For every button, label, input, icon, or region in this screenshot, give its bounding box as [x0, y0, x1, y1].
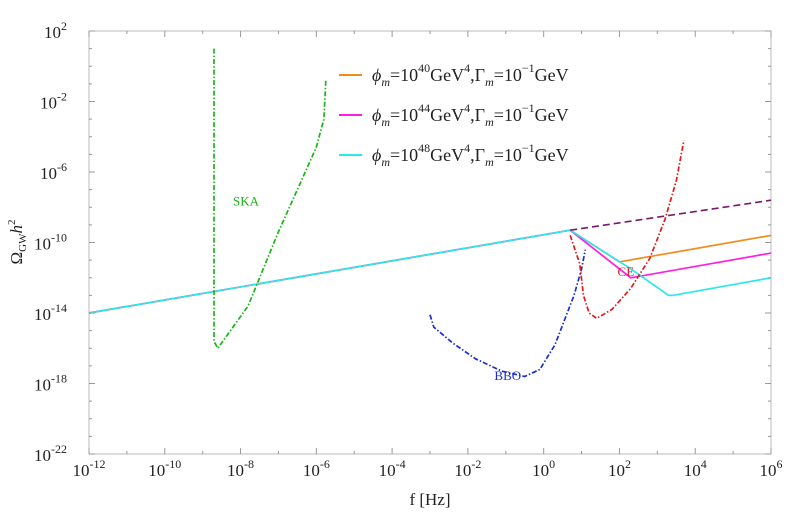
y-axis-title-h: h [7, 225, 26, 234]
x-tick-label: 10-8 [227, 457, 254, 480]
x-tick-label: 10-6 [303, 457, 330, 480]
y-axis-title-omega: Ω [7, 252, 26, 265]
annotation-ce: CE [618, 264, 635, 279]
x-axis-title: f [Hz] [409, 490, 450, 509]
y-tick-label: 10-6 [40, 160, 67, 183]
legend-label-1: ϕm=1044GeV4,Γm=10−1GeV [372, 101, 569, 129]
y-tick-label: 10-2 [40, 90, 67, 113]
y-axis-title-sup: 2 [6, 220, 18, 226]
series-line-2 [88, 229, 772, 314]
y-tick-label: 10-18 [34, 372, 67, 395]
y-tick-label: 102 [44, 19, 67, 42]
x-tick-label: 106 [760, 457, 783, 480]
y-axis-title-sub: GW [17, 233, 29, 252]
legend: ϕm=1040GeV4,Γm=10−1GeV ϕm=1044GeV4,Γm=10−… [339, 61, 569, 169]
annotation-bbo: BBO [494, 368, 521, 383]
y-tick-label: 10-14 [34, 301, 67, 324]
x-tick-label: 104 [684, 457, 707, 480]
plot-frame [88, 30, 772, 455]
x-tick-label: 10-4 [379, 457, 406, 480]
y-tick-label: 10-10 [34, 231, 67, 254]
x-tick-label: 100 [532, 457, 555, 480]
y-axis-title: ΩGWh2 [6, 220, 29, 265]
legend-label-2: ϕm=1048GeV4,Γm=10−1GeV [372, 141, 569, 169]
x-tick-label: 10-2 [454, 457, 481, 480]
x-tick-label: 10-10 [148, 457, 181, 480]
series-line-4 [213, 48, 327, 350]
series-line-5 [429, 249, 587, 378]
x-tick-label: 102 [608, 457, 631, 480]
y-tick-label: 10-22 [34, 442, 67, 465]
tick-layer: 10-12 10-10 10-8 10-6 10-4 10-2 100 102 104 106 10… [34, 19, 783, 480]
series-line-6 [569, 140, 685, 320]
series-line-3 [570, 199, 772, 232]
legend-label-0: ϕm=1040GeV4,Γm=10−1GeV [372, 61, 569, 89]
series-line-1 [88, 229, 772, 314]
x-tick-label: 10-12 [73, 457, 106, 480]
series-layer [88, 48, 772, 378]
annotation-layer: SKA BBO CE [233, 193, 634, 382]
annotation-ska: SKA [233, 193, 260, 208]
